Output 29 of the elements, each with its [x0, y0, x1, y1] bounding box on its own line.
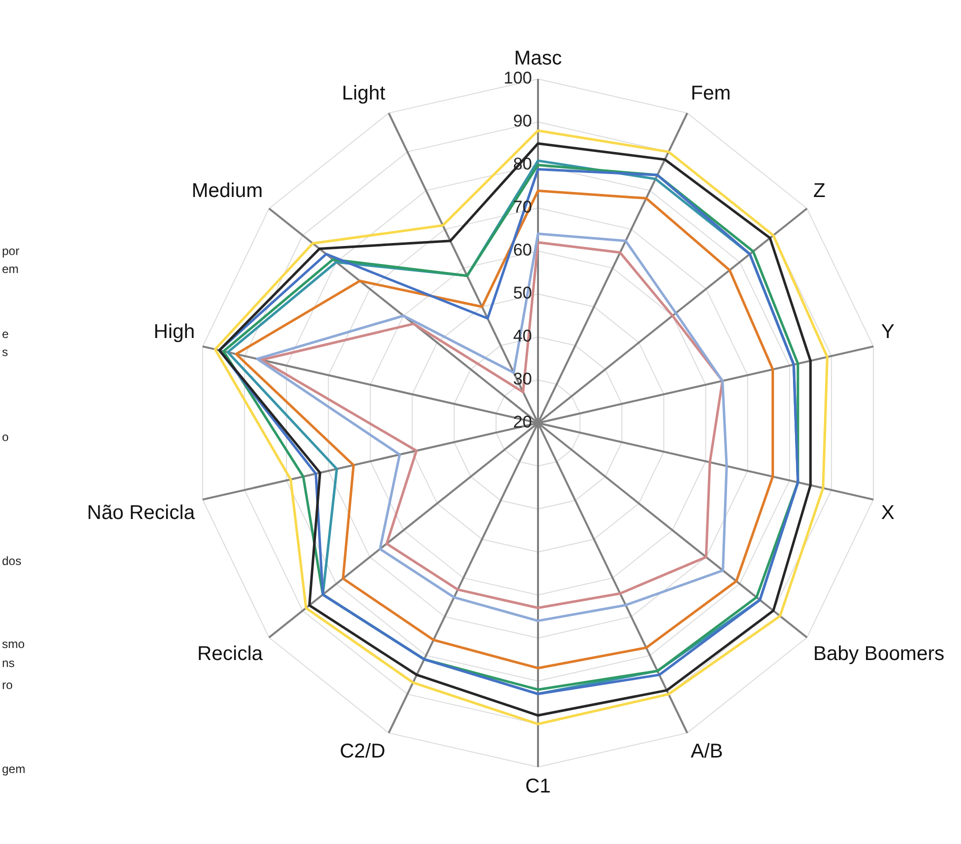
text: ro	[2, 678, 13, 692]
text: s	[2, 345, 8, 359]
y-tick-label: 90	[513, 112, 532, 131]
spoke-label: Fem	[690, 82, 731, 104]
spoke-label: Medium	[192, 180, 263, 202]
spoke-label: Masc	[514, 48, 562, 70]
text: por	[2, 244, 20, 258]
spoke-label: Z	[813, 180, 826, 202]
text: smo	[2, 637, 25, 651]
y-tick-label: 100	[504, 68, 532, 88]
text: o	[2, 430, 9, 444]
spoke-label: X	[881, 502, 895, 524]
text: ns	[2, 656, 15, 670]
spoke-label: Recicla	[197, 642, 264, 665]
spoke-label: High	[154, 321, 195, 344]
spoke-label: Baby Boomers	[813, 642, 944, 665]
spoke-label: C1	[525, 776, 551, 798]
spoke-label: Não Recicla	[86, 502, 196, 524]
text: dos	[2, 554, 22, 568]
y-tick-label: 40	[513, 326, 532, 346]
text: gem	[2, 762, 26, 776]
spoke-label: C2/D	[340, 740, 386, 763]
text: e	[2, 327, 9, 341]
y-tick-label: 50	[513, 284, 532, 303]
spoke-label: A/B	[690, 740, 723, 763]
y-tick-label: 60	[513, 240, 532, 260]
text: em	[2, 262, 19, 276]
spoke-label: Light	[342, 82, 386, 104]
spoke-label: Y	[881, 321, 895, 344]
